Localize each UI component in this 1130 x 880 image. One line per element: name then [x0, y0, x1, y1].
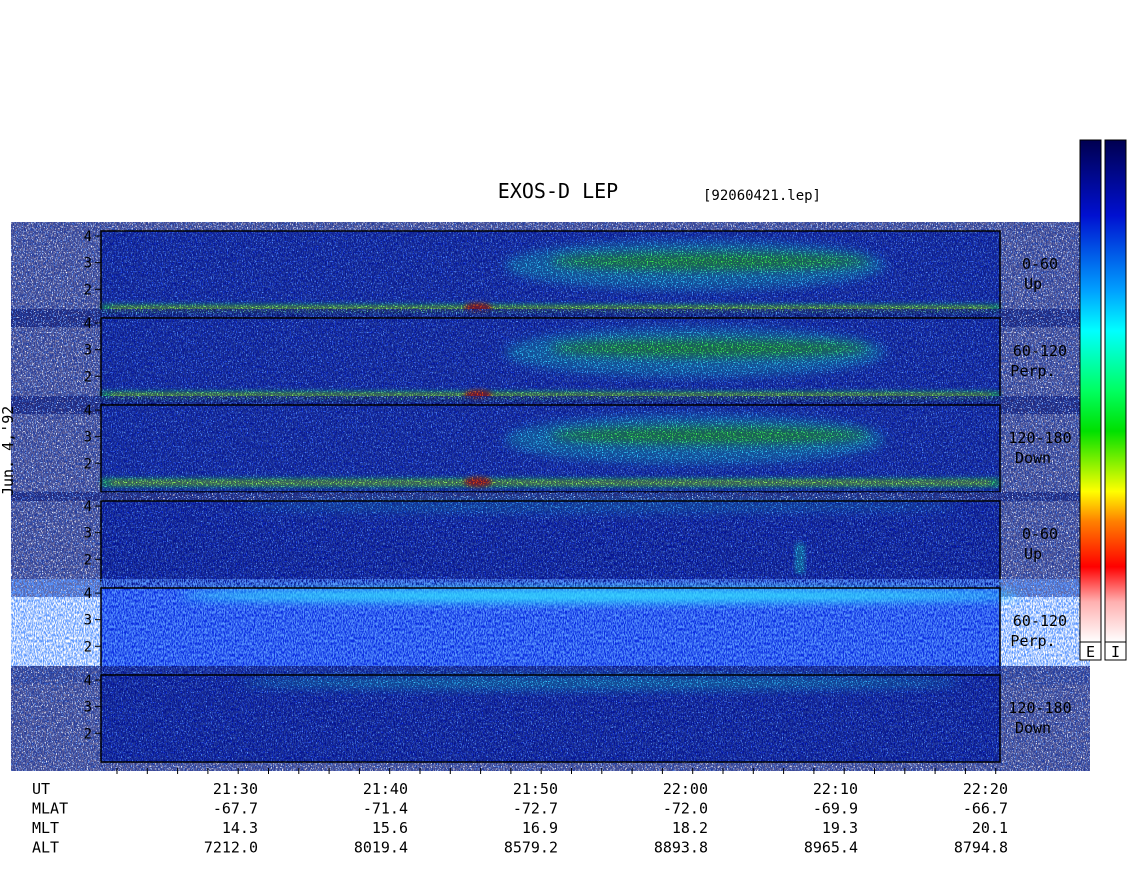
- dark-noise: [101, 231, 1000, 318]
- colorbar-label: E: [1086, 643, 1095, 661]
- labels: EXOS-D LEP[92060421.lep]Jun. 4,'92Log El…: [0, 139, 1127, 857]
- row-value: 16.9: [522, 819, 558, 837]
- dark-noise: [101, 318, 1000, 405]
- panel-sublabel: Perp.: [1010, 632, 1055, 650]
- y-tick-label: 3: [84, 613, 92, 629]
- colorbar: [1079, 139, 1102, 643]
- row-value: 18.2: [672, 819, 708, 837]
- y-tick-label: 4: [84, 673, 92, 689]
- row-value: 20.1: [972, 819, 1008, 837]
- colorbar-label-box: [1079, 641, 1102, 661]
- panel-sublabel: Down: [1015, 719, 1051, 737]
- y-tick-label: 4: [84, 403, 92, 419]
- y-tick-label: 4: [84, 586, 92, 602]
- row-value: 14.3: [222, 819, 258, 837]
- row-value: 21:50: [513, 780, 558, 798]
- dark-noise: [101, 405, 1000, 492]
- row-value: 8965.4: [804, 839, 858, 857]
- row-value: 22:20: [963, 780, 1008, 798]
- row-value: -71.4: [363, 800, 408, 818]
- panel-sublabel: Perp.: [1010, 362, 1055, 380]
- y-tick-label: 3: [84, 256, 92, 272]
- y-tick-label: 2: [84, 639, 92, 655]
- y-tick-label: 2: [84, 456, 92, 472]
- row-value: 8893.8: [654, 839, 708, 857]
- panel-frame: [100, 404, 1001, 493]
- row-name: MLT: [32, 819, 59, 837]
- row-value: 21:30: [213, 780, 258, 798]
- row-name: ALT: [32, 839, 59, 857]
- row-value: 7212.0: [204, 839, 258, 857]
- y-tick-label: 3: [84, 700, 92, 716]
- row-value: 8579.2: [504, 839, 558, 857]
- y-tick-label: 3: [84, 526, 92, 542]
- row-value: -66.7: [963, 800, 1008, 818]
- panel-sublabel: Up: [1024, 545, 1042, 563]
- row-value: -72.7: [513, 800, 558, 818]
- y-tick-label: 3: [84, 343, 92, 359]
- row-value: 8019.4: [354, 839, 408, 857]
- band: [180, 588, 1020, 603]
- colorbar-label: I: [1111, 643, 1120, 661]
- colorbar-label-box: [1104, 641, 1127, 661]
- title: EXOS-D LEP: [498, 179, 618, 203]
- y-tick-label: 2: [84, 552, 92, 568]
- panel-label: 60-120: [1013, 612, 1067, 630]
- row-value: 21:40: [363, 780, 408, 798]
- row-value: 22:10: [813, 780, 858, 798]
- row-value: 15.6: [372, 819, 408, 837]
- panel-sublabel: Up: [1024, 275, 1042, 293]
- panel: [100, 499, 1001, 589]
- y-tick-label: 4: [84, 316, 92, 332]
- colorbar: [1104, 139, 1127, 643]
- y-tick-label: 2: [84, 282, 92, 298]
- row-value: 8794.8: [954, 839, 1008, 857]
- panel: [100, 674, 1001, 763]
- spectrograms: [100, 230, 1020, 763]
- y-tick-label: 2: [84, 726, 92, 742]
- date-label: Jun. 4,'92: [0, 406, 17, 496]
- panel-sublabel: Down: [1015, 449, 1051, 467]
- dark-noise: [101, 501, 1000, 588]
- panel-label: 120-180: [1008, 429, 1071, 447]
- panel: [100, 317, 1001, 406]
- panel-label: 120-180: [1008, 699, 1071, 717]
- panel: [100, 587, 1020, 676]
- panel-label: 0-60: [1022, 525, 1058, 543]
- file-name: [92060421.lep]: [703, 188, 821, 204]
- panel-label: 60-120: [1013, 342, 1067, 360]
- y-tick-label: 4: [84, 499, 92, 515]
- row-name: UT: [32, 780, 50, 798]
- y-tick-label: 3: [84, 430, 92, 446]
- row-value: 22:00: [663, 780, 708, 798]
- row-value: 19.3: [822, 819, 858, 837]
- panel: [100, 404, 1001, 493]
- panel-label: 0-60: [1022, 255, 1058, 273]
- row-value: -67.7: [213, 800, 258, 818]
- row-name: MLAT: [32, 800, 68, 818]
- y-tick-label: 4: [84, 229, 92, 245]
- panel: [100, 230, 1001, 319]
- y-tick-label: 2: [84, 369, 92, 385]
- row-value: -72.0: [663, 800, 708, 818]
- dark-noise: [101, 675, 1000, 762]
- row-value: -69.9: [813, 800, 858, 818]
